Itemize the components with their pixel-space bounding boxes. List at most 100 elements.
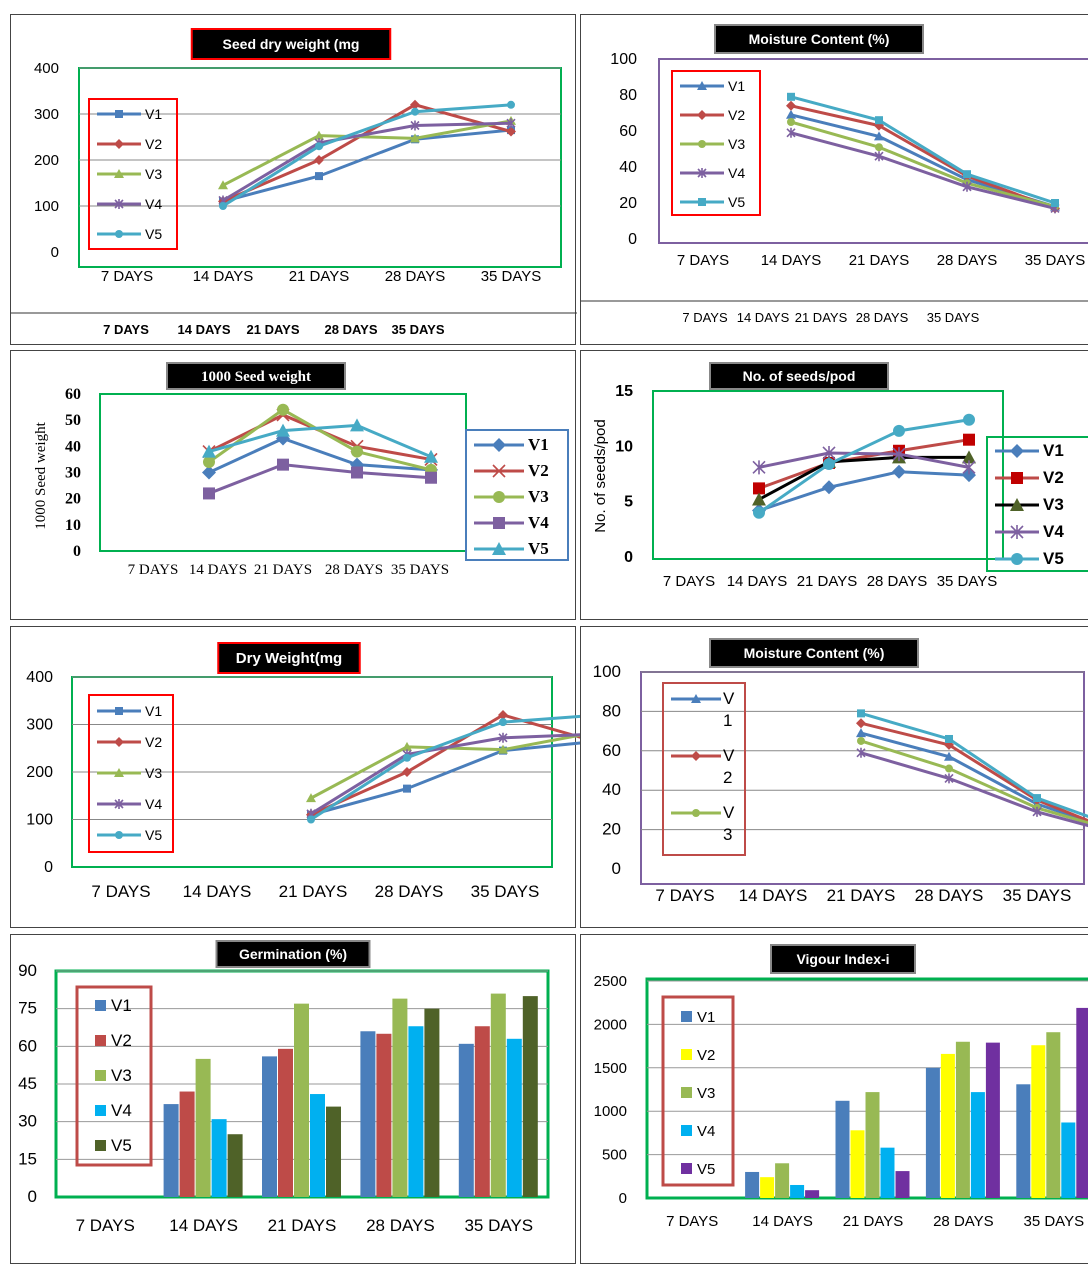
data-point-v2 — [498, 710, 508, 720]
bar-v4 — [790, 1184, 805, 1198]
legend-swatch-1 — [681, 1049, 692, 1060]
data-point-v5 — [1051, 199, 1059, 207]
legend-label: V4 — [528, 513, 549, 532]
y-tick-label: 45 — [18, 1074, 37, 1093]
data-point-v5 — [963, 170, 971, 179]
x-tick-label: 14 DAYS — [189, 562, 247, 578]
extra-x-label: 21 DAYS — [795, 310, 848, 325]
x-tick-label: 14 DAYS — [193, 268, 254, 285]
x-tick-label: 7 DAYS — [666, 1213, 718, 1230]
bar-v2 — [376, 1033, 392, 1197]
legend-label: V1 — [145, 703, 162, 719]
series-line-v1 — [222, 128, 512, 203]
y-tick-label: 100 — [34, 198, 59, 215]
y-tick-label: 400 — [34, 60, 59, 77]
y-tick-label: 75 — [18, 999, 37, 1018]
x-tick-label: 35 DAYS — [1003, 886, 1072, 905]
chart-title: No. of seeds/pod — [743, 368, 856, 384]
series-line-v2 — [860, 721, 1088, 823]
legend-swatch-4 — [681, 1163, 692, 1174]
bar-v3 — [294, 1003, 309, 1197]
data-point-v4 — [944, 773, 954, 784]
bar-v2 — [850, 1130, 865, 1198]
bar-v5 — [424, 1008, 440, 1197]
bar-v2 — [278, 1048, 293, 1197]
y-tick-label: 1000 — [594, 1103, 627, 1120]
legend-swatch-2 — [681, 1087, 692, 1098]
data-point-v5 — [403, 753, 411, 762]
legend-box — [465, 429, 569, 561]
chart-seeds-per-pod: No. of seeds/pod 0 5 10 15 7 DAYS 14 DAYS 21 DA… — [592, 362, 1088, 590]
y-tick-label: 15 — [18, 1149, 37, 1168]
data-point-v3 — [351, 445, 363, 458]
x-tick-label: 28 DAYS — [375, 882, 444, 901]
extra-x-label: 28 DAYS — [856, 310, 909, 325]
data-point-v3 — [306, 793, 316, 803]
chart-title-box — [190, 28, 392, 60]
legend-marker-2 — [493, 491, 505, 503]
series-line-v1 — [310, 739, 600, 817]
legend-label: V5 — [111, 1136, 132, 1155]
legend-label: V — [723, 746, 735, 765]
x-tick-label: 21 DAYS — [254, 562, 312, 578]
legend-marker-1 — [1011, 472, 1023, 484]
chart-title-box — [217, 642, 361, 674]
legend-label: V1 — [145, 106, 162, 122]
y-tick-label: 200 — [34, 152, 59, 169]
legend-label: V5 — [528, 539, 549, 558]
bar-v1 — [458, 1043, 474, 1197]
series-line-v1 — [758, 470, 970, 512]
y-tick-label: 0 — [44, 859, 53, 876]
extra-x-label: 35 DAYS — [927, 310, 980, 325]
data-point-v2 — [786, 100, 796, 111]
x-tick-label: 35 DAYS — [1025, 252, 1086, 269]
series-line-v5 — [860, 711, 1088, 818]
y-axis-title: 1000 Seed weight — [33, 421, 49, 529]
x-tick-label: 14 DAYS — [739, 886, 808, 905]
legend-label: V3 — [697, 1085, 715, 1102]
x-tick-label: 7 DAYS — [128, 562, 179, 578]
legend-swatch-2 — [95, 1070, 106, 1081]
legend-marker-4 — [698, 198, 706, 206]
bar-v4 — [211, 1119, 227, 1197]
series-line-v3 — [222, 119, 512, 187]
bar-v4 — [506, 1038, 522, 1197]
legend-label: V4 — [111, 1101, 132, 1120]
data-point-v1 — [315, 172, 323, 181]
data-point-v5 — [787, 92, 795, 101]
series-line-v4 — [208, 463, 432, 495]
y-tick-label: 2000 — [594, 1016, 627, 1033]
legend-marker-2 — [692, 809, 700, 817]
data-point-v1 — [874, 131, 884, 141]
legend-label: V4 — [145, 796, 162, 812]
x-tick-label: 28 DAYS — [937, 252, 998, 269]
bar-v1 — [835, 1100, 850, 1198]
bar-v1 — [360, 1031, 376, 1197]
data-point-v5 — [219, 202, 227, 210]
x-tick-label: 28 DAYS — [915, 886, 984, 905]
data-point-v4 — [351, 466, 363, 479]
chart-title: Moisture Content (%) — [744, 645, 885, 661]
y-tick-label: 10 — [615, 438, 633, 455]
series-line-v2 — [758, 438, 970, 490]
panel-seed-dry-weight: Seed dry weight (mg 0 100 200 300 400 7 DAYS 14… — [10, 14, 577, 345]
chart-title: Vigour Index-i — [796, 951, 889, 967]
chart-title: 1000 Seed weight — [201, 369, 311, 385]
series-line-v4 — [310, 732, 600, 816]
x-tick-label: 14 DAYS — [183, 882, 252, 901]
y-tick-label: 100 — [26, 812, 53, 829]
y-tick-label: 20 — [602, 820, 621, 839]
x-tick-label: 14 DAYS — [752, 1213, 813, 1230]
y-tick-label: 40 — [65, 438, 81, 455]
extra-x-label: 14 DAYS — [737, 310, 790, 325]
x-tick-label: 35 DAYS — [481, 268, 542, 285]
x-tick-label: 7 DAYS — [101, 268, 153, 285]
legend-label: V3 — [528, 487, 549, 506]
y-tick-label: 0 — [51, 244, 59, 261]
x-tick-label: 14 DAYS — [169, 1216, 238, 1235]
legend-swatch-3 — [95, 1105, 106, 1116]
legend-marker-1 — [114, 737, 124, 747]
data-point-v1 — [822, 480, 836, 495]
legend-label: V4 — [697, 1123, 715, 1140]
x-tick-label: 28 DAYS — [933, 1213, 994, 1230]
